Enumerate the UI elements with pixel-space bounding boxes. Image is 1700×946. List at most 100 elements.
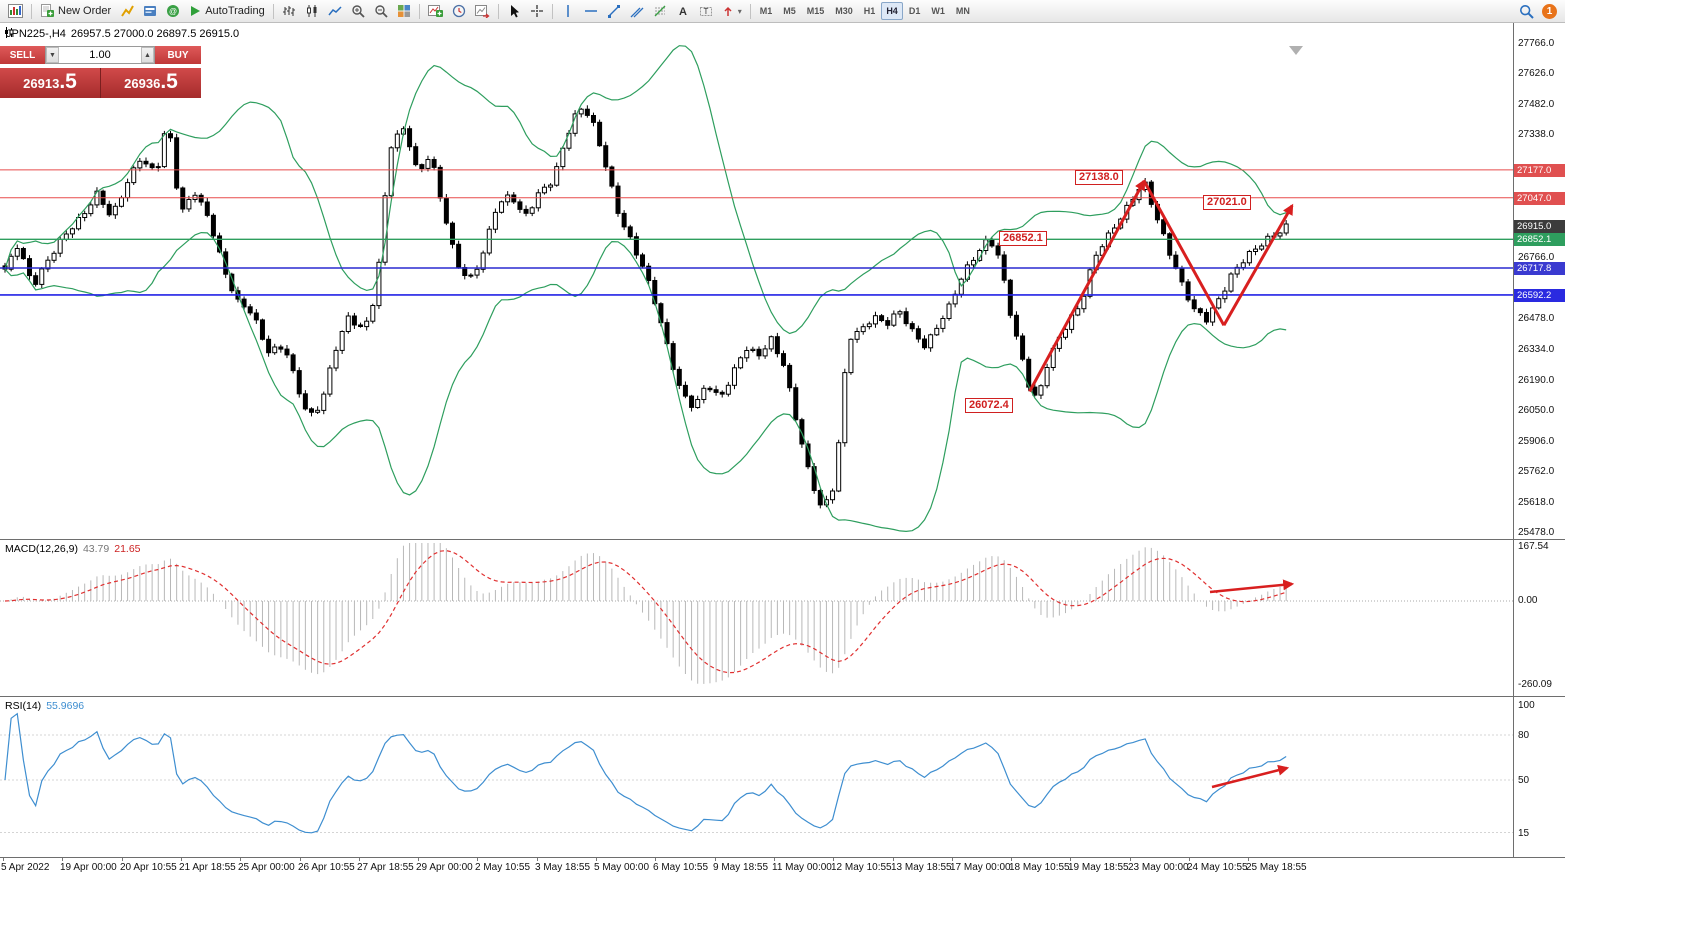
clock-button[interactable] — [448, 1, 470, 21]
volume-decrease-button[interactable]: ▼ — [46, 47, 59, 63]
tile-windows-button[interactable] — [393, 1, 415, 21]
chart-window-icon — [8, 4, 23, 18]
bollinger-lower-band — [4, 231, 1287, 533]
crosshair-button[interactable] — [526, 1, 548, 21]
sell-price-display[interactable]: 26913 .5 — [0, 68, 100, 98]
time-label: 13 May 18:55 — [891, 862, 952, 873]
macd-arrow-annotation — [1209, 579, 1295, 594]
search-icon[interactable] — [1519, 4, 1534, 19]
price-label-annotation[interactable]: 26072.4 — [965, 398, 1013, 413]
new-order-button[interactable]: New Order — [36, 1, 115, 21]
line-chart-button[interactable] — [324, 1, 346, 21]
price-axis-tick: 27338.0 — [1518, 129, 1555, 140]
price-label-annotation[interactable]: 26852.1 — [999, 231, 1047, 246]
time-axis-tick — [122, 858, 123, 861]
zoom-in-button[interactable] — [347, 1, 369, 21]
time-axis-tick — [300, 858, 301, 861]
chart-shift-marker — [1289, 46, 1303, 55]
time-axis-tick — [477, 858, 478, 861]
timeframe-m1-button[interactable]: M1 — [759, 6, 773, 16]
time-axis[interactable]: 5 Apr 2022 19 Apr 00:00 20 Apr 10:55 21 Apr… — [0, 858, 1565, 876]
symbol-chart-icon — [5, 27, 14, 38]
ohlc-values: 26957.5 27000.0 26897.5 26915.0 — [70, 28, 240, 40]
sell-button[interactable]: SELL — [0, 46, 45, 64]
zoom-out-button[interactable] — [370, 1, 392, 21]
time-label: 5 Apr 2022 — [1, 862, 50, 873]
crosshair-icon — [530, 5, 543, 17]
time-axis-tick — [240, 858, 241, 861]
terminal-button[interactable] — [139, 1, 161, 21]
time-axis-tick — [1070, 858, 1071, 861]
price-axis[interactable]: 27766.0 27626.0 27482.0 27338.0 26766.0 26478… — [1513, 23, 1565, 539]
autotrading-button[interactable]: AutoTrading — [185, 1, 269, 21]
rsi-axis[interactable]: 100 80 50 15 — [1513, 697, 1565, 857]
candlesticks — [2, 105, 1289, 509]
timeframe-h4-button[interactable]: H4 — [881, 2, 903, 20]
one-click-trade-panel: SELL ▼ ▲ BUY 26913 .5 26936 .5 — [0, 46, 201, 98]
candlestick-chart-button[interactable] — [301, 1, 323, 21]
tile-windows-icon — [397, 5, 410, 17]
timeframe-h1-button[interactable]: H1 — [863, 6, 876, 16]
new-chart-button[interactable] — [424, 1, 447, 21]
sell-price-fraction: .5 — [59, 70, 77, 93]
fibonacci-icon — [654, 5, 666, 17]
timeframe-w1-button[interactable]: W1 — [931, 6, 945, 16]
price-chart[interactable] — [0, 23, 1513, 540]
toolbar-separator — [749, 3, 751, 19]
price-label-annotation[interactable]: 27138.0 — [1075, 170, 1123, 185]
time-label: 29 Apr 00:00 — [416, 862, 473, 873]
rsi-label: RSI(14) 55.9696 — [3, 700, 87, 712]
time-axis-tick — [774, 858, 775, 861]
rsi-chart[interactable] — [0, 697, 1513, 858]
chart-window-button[interactable] — [4, 1, 27, 21]
market-watch-button[interactable] — [116, 1, 138, 21]
fibonacci-button[interactable] — [649, 1, 671, 21]
price-axis-tick: 26190.0 — [1518, 375, 1555, 386]
cursor-button[interactable] — [503, 1, 525, 21]
channel-icon — [630, 7, 644, 18]
time-label: 21 Apr 18:55 — [179, 862, 236, 873]
trendline-button[interactable] — [603, 1, 625, 21]
chart-shift-button[interactable] — [471, 1, 494, 21]
timeframe-m30-button[interactable]: M30 — [835, 6, 853, 16]
time-axis-tick — [62, 858, 63, 861]
time-axis-tick — [655, 858, 656, 861]
volume-increase-button[interactable]: ▲ — [141, 47, 154, 63]
price-label-annotation[interactable]: 27021.0 — [1203, 195, 1251, 210]
price-line-axis-label: 26592.2 — [1514, 289, 1565, 302]
timeframe-m5-button[interactable]: M5 — [783, 6, 796, 16]
macd-axis-tick: -260.09 — [1518, 679, 1552, 690]
bar-chart-button[interactable] — [278, 1, 300, 21]
macd-chart[interactable] — [0, 540, 1513, 697]
time-label: 3 May 18:55 — [535, 862, 591, 873]
buy-button[interactable]: BUY — [155, 46, 201, 64]
volume-input[interactable] — [59, 47, 141, 63]
text-label-button[interactable]: T — [695, 1, 717, 21]
timeframe-mn-button[interactable]: MN — [955, 6, 970, 16]
mql5-community-button[interactable]: @ — [162, 1, 184, 21]
buy-price-display[interactable]: 26936 .5 — [101, 68, 201, 98]
horizontal-line-button[interactable] — [580, 1, 602, 21]
time-axis-tick — [537, 858, 538, 861]
rsi-arrow-annotation — [1211, 764, 1290, 789]
timeframe-m15-button[interactable]: M15 — [806, 6, 825, 16]
toolbar-separator — [551, 3, 553, 19]
time-axis-tick — [418, 858, 419, 861]
time-axis-tick — [1248, 858, 1249, 861]
price-axis-tick: 27766.0 — [1518, 38, 1555, 49]
chart-shift-icon — [474, 5, 490, 18]
time-axis-tick — [596, 858, 597, 861]
timeframe-d1-button[interactable]: D1 — [908, 6, 921, 16]
chevron-down-icon: ▾ — [737, 6, 742, 16]
price-axis-tick: 27482.0 — [1518, 99, 1555, 110]
macd-axis[interactable]: 167.54 0.00 -260.09 — [1513, 540, 1565, 696]
channel-button[interactable] — [626, 1, 648, 21]
notifications-badge[interactable]: 1 — [1542, 3, 1557, 19]
time-label: 18 May 10:55 — [1009, 862, 1070, 873]
arrows-button[interactable]: ▾ — [718, 1, 746, 21]
vertical-line-button[interactable] — [557, 1, 579, 21]
text-button[interactable]: A — [672, 1, 694, 21]
time-label: 26 Apr 10:55 — [298, 862, 355, 873]
buy-price-main: 26936 — [124, 76, 161, 91]
